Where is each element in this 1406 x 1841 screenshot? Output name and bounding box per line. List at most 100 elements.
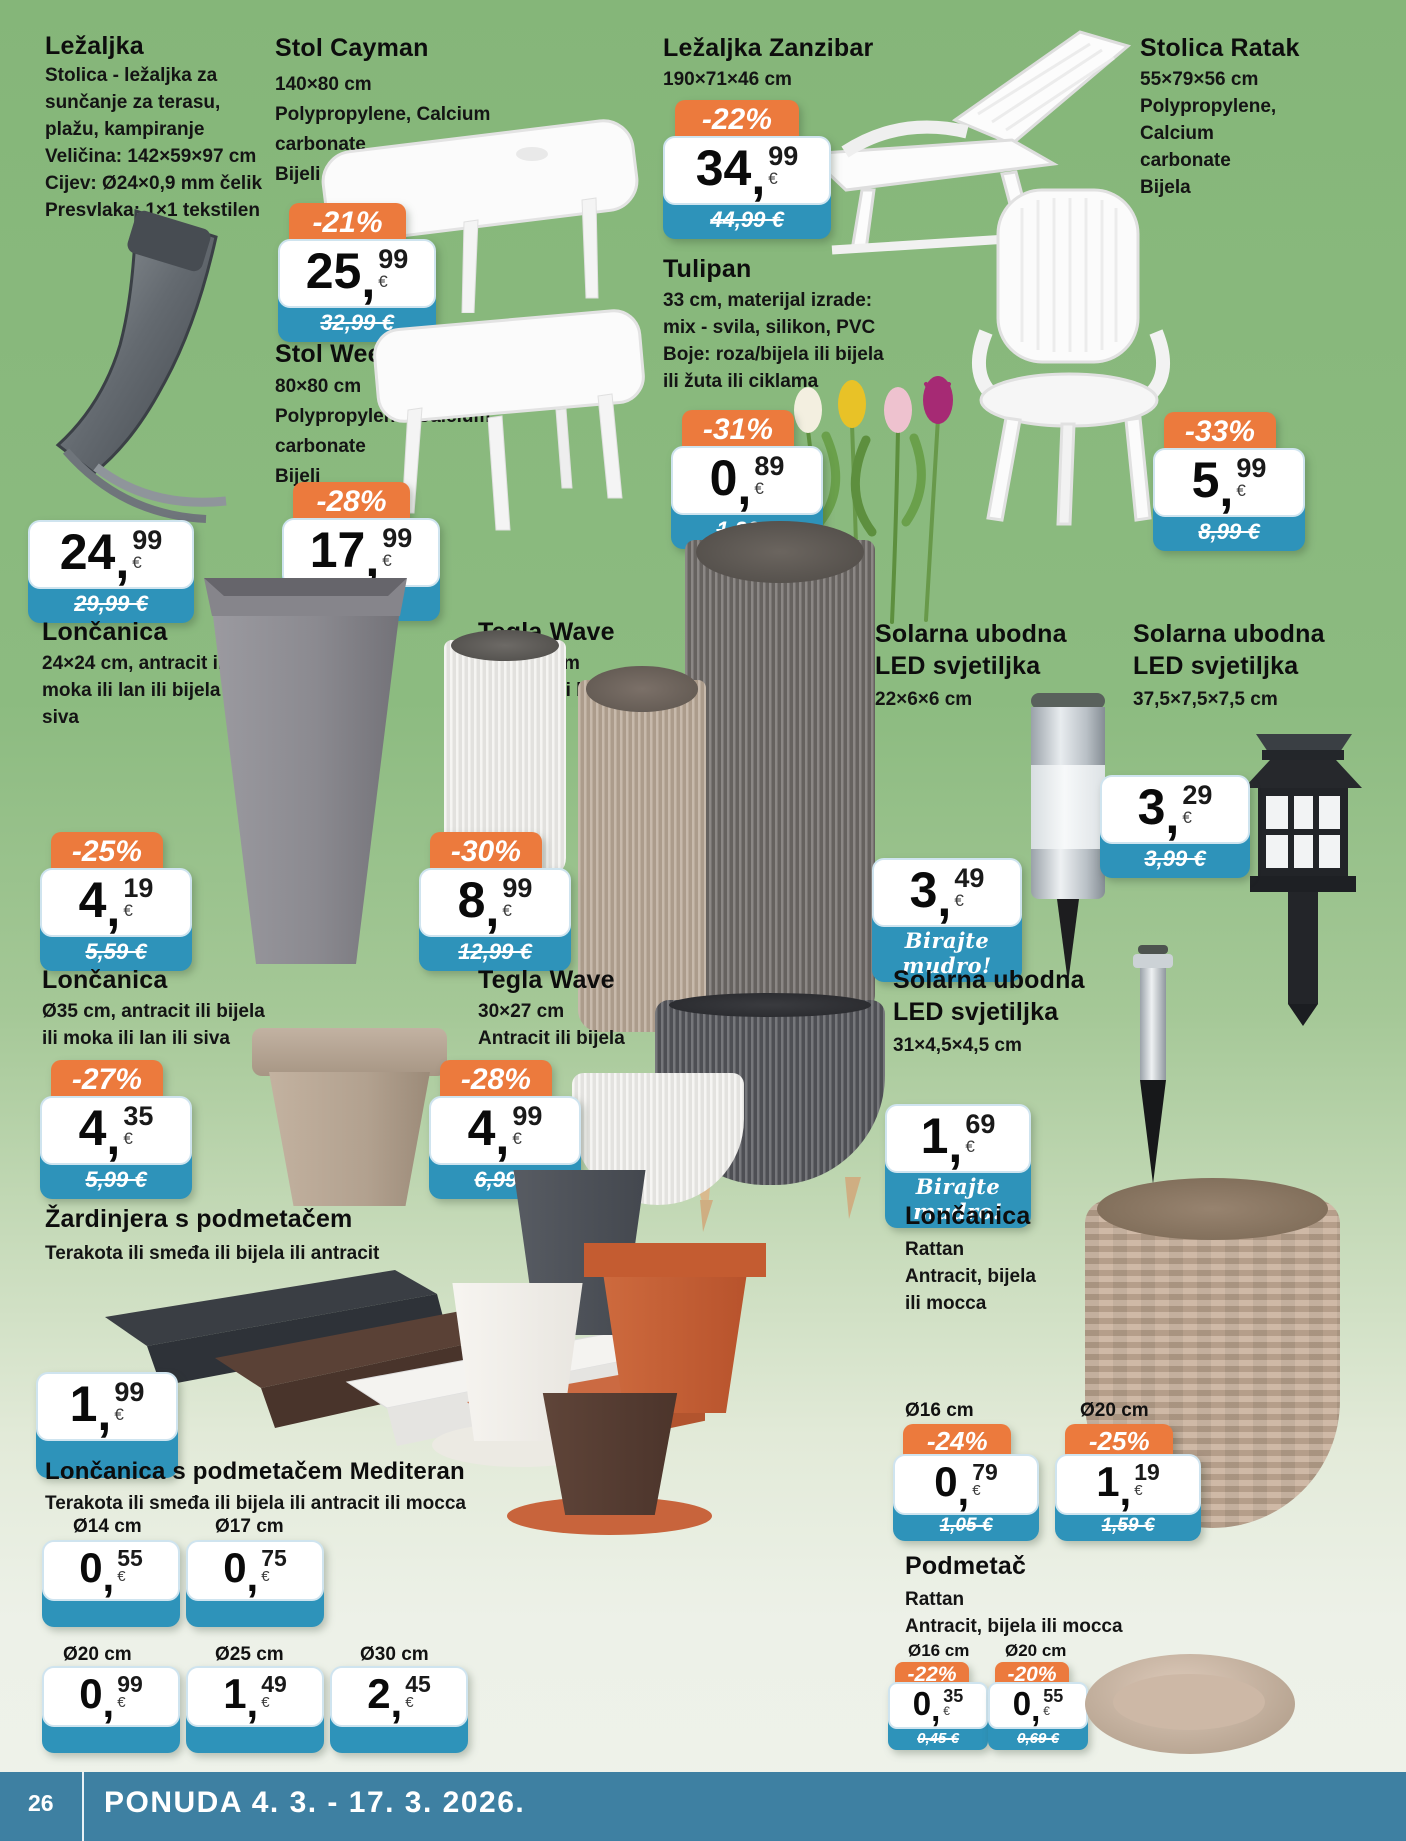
product-title-loncanica-o35: Lončanica (42, 966, 168, 994)
product-desc-loncanica-rattan: Rattan Antracit, bijela ili mocca (905, 1236, 1036, 1317)
pot-opening (585, 665, 699, 712)
price-comma: , (957, 1467, 970, 1514)
pot-opening (696, 520, 864, 584)
price-tag: 1, 49 € (186, 1666, 324, 1727)
price-tag: 0, 55 € (42, 1540, 180, 1601)
price-tag: 2, 45 € (330, 1666, 468, 1727)
pot-opening (668, 992, 872, 1017)
product-desc-stol-cayman: 140×80 cm Polypropylene, Calcium carbona… (275, 70, 490, 190)
price-tag: 4, 19 € (40, 868, 192, 937)
product-title-solarna-22-line2: LED svjetiljka (875, 652, 1041, 680)
price-cents: 19 (123, 873, 154, 903)
size-label-rattan-20: Ø20 cm (1080, 1400, 1149, 1421)
product-desc-solarna-37: 37,5×7,5×7,5 cm (1133, 686, 1278, 713)
desc-line: Cijev: Ø24×0,9 mm čelik (45, 173, 263, 194)
price-cents: 19 (1134, 1459, 1160, 1485)
product-title-lezaljka: Ležaljka (45, 32, 144, 60)
solar-lantern-image (1244, 734, 1362, 1026)
pot-opening (451, 630, 559, 662)
price-comma: , (106, 881, 121, 937)
product-desc-zanzibar: 190×71×46 cm (663, 66, 792, 93)
currency-label: € (405, 1694, 414, 1711)
desc-line: 31×4,5×4,5 cm (893, 1035, 1022, 1056)
desc-line: carbonate (275, 436, 366, 457)
price-badge-solarna-22: 3, 49 € Birajte mudro! (872, 858, 1022, 982)
price-comma: , (1031, 1691, 1041, 1728)
price-tag: 0, 75 € (186, 1540, 324, 1601)
price-comma: , (115, 533, 130, 589)
product-subtitle-mediteran: Terakota ili smeđa ili bijela ili antrac… (45, 1490, 466, 1517)
mediteran-pots-image (432, 1165, 782, 1535)
price-int: 0 (223, 1544, 247, 1591)
currency-label: € (261, 1694, 270, 1711)
desc-line: 22×6×6 cm (875, 689, 973, 710)
square-pot-image (204, 578, 407, 964)
pot-opening (1097, 1178, 1328, 1240)
price-comma: , (1219, 461, 1234, 517)
price-comma: , (102, 1553, 115, 1600)
product-desc-loncanica-kvadratna: 24×24 cm, antracit ili moka ili lan ili … (42, 650, 242, 731)
desc-line: Polypropylene, Calcium (275, 104, 491, 125)
price-comma: , (1165, 788, 1180, 844)
lamp-base (1031, 849, 1105, 899)
price-badge-mediteran-30: 2, 45 € (330, 1666, 468, 1753)
pot-rim (252, 1028, 447, 1076)
price-tag: 1, 69 € (885, 1104, 1031, 1173)
price-cents: 55 (117, 1545, 143, 1571)
price-int: 4 (78, 1100, 107, 1156)
price-cents: 99 (768, 141, 799, 171)
price-badge-mediteran-17: 0, 75 € (186, 1540, 324, 1627)
price-int: 2 (367, 1670, 391, 1717)
pot-body (269, 1072, 430, 1206)
desc-line: Rattan (905, 1239, 965, 1260)
solar-stick-light-image (1108, 945, 1198, 1200)
price-comma: , (361, 252, 376, 308)
product-title-solarna-31: Solarna ubodna (893, 966, 1085, 994)
desc-line: 55×79×56 cm (1140, 69, 1259, 90)
solar-panel-cap (1031, 693, 1105, 709)
price-cents: 35 (123, 1101, 154, 1131)
currency-label: € (768, 169, 778, 188)
product-desc-lezaljka: Stolica - ležaljka za sunčanje za terasu… (45, 62, 262, 224)
price-cents: 49 (954, 863, 985, 893)
price-tag: 8, 99 € (419, 868, 571, 937)
desc-line: 33 cm, materijal izrade: (663, 290, 873, 311)
price-tag: 0, 89 € (671, 446, 823, 515)
price-comma: , (246, 1679, 259, 1726)
product-title-solarna-22: Solarna ubodna (875, 620, 1067, 648)
price-comma: , (390, 1679, 403, 1726)
desc-line: Calcium (1140, 123, 1214, 144)
desc-line: ili mocca (905, 1293, 987, 1314)
price-int: 3 (1137, 779, 1166, 835)
desc-line: Antracit, bijela ili mocca (905, 1616, 1123, 1637)
desc-line: Rattan (905, 1589, 965, 1610)
price-cents: 99 (1236, 453, 1267, 483)
desc-line: Bijela (1140, 177, 1191, 198)
price-badge-ratak: -33% 5, 99 € 8,99 € (1153, 412, 1305, 551)
currency-label: € (954, 891, 964, 910)
price-badge-mediteran-25: 1, 49 € (186, 1666, 324, 1753)
size-label-rattan-16: Ø16 cm (905, 1400, 974, 1421)
price-cents: 75 (261, 1545, 287, 1571)
price-badge-podmetac-16: -22% 0, 35 € 0,45 € (888, 1662, 988, 1750)
desc-line: Ø35 cm, antracit ili bijela (42, 1001, 265, 1022)
price-int: 3 (909, 862, 938, 918)
price-badge-tegla-wave-mala: -28% 4, 99 € 6,99 € (429, 1060, 581, 1199)
ground-spike (1057, 899, 1079, 983)
price-cents: 99 (382, 523, 413, 553)
desc-line: plažu, kampiranje (45, 119, 205, 140)
gray-lounger-image (55, 208, 227, 523)
page-number: 26 (28, 1790, 54, 1816)
price-cents: 45 (405, 1671, 431, 1697)
taupe-pot (578, 665, 706, 1032)
price-comma: , (102, 1679, 115, 1726)
price-tag: 3, 49 € (872, 858, 1022, 927)
price-tag: 0, 35 € (888, 1682, 988, 1729)
product-desc-ratak: 55×79×56 cm Polypropylene, Calcium carbo… (1140, 66, 1276, 201)
size-label-mediteran-30: Ø30 cm (360, 1644, 429, 1665)
offer-period-text: PONUDA 4. 3. - 17. 3. 2026. (104, 1786, 526, 1819)
price-badge-mediteran-14: 0, 55 € (42, 1540, 180, 1627)
product-title-mediteran: Lončanica s podmetačem Mediteran (45, 1458, 465, 1485)
currency-label: € (972, 1482, 981, 1499)
